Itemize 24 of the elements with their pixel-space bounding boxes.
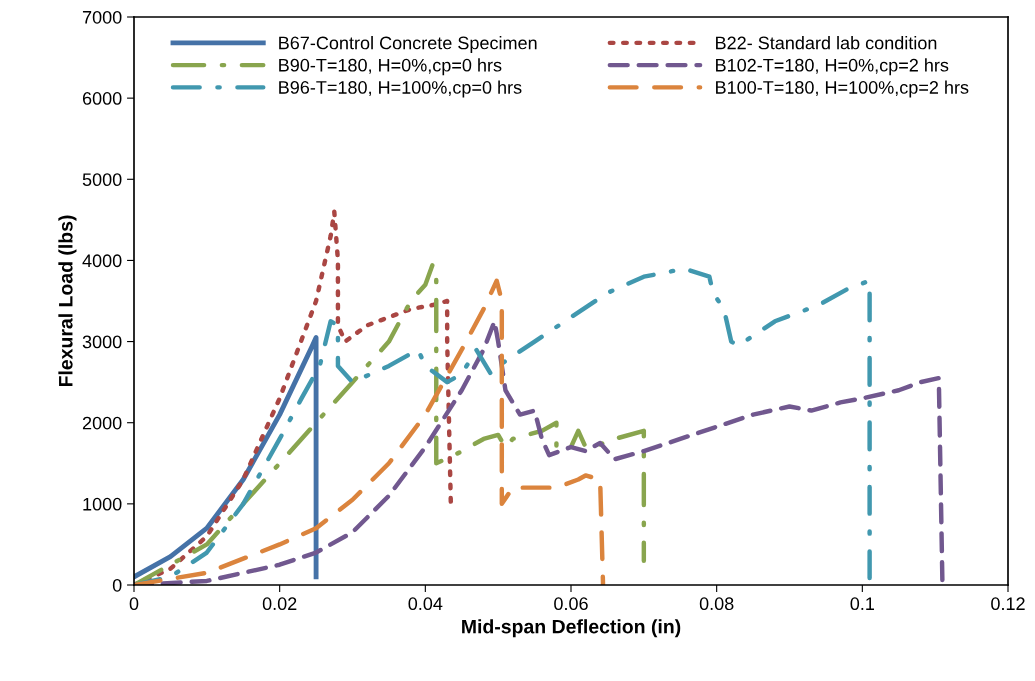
x-tick-label: 0.12 [991,597,1025,611]
legend-label: B22- Standard lab condition [716,36,937,50]
line-series [134,335,319,580]
x-tick-label: 0.04 [408,597,443,611]
x-tick-label: 0.1 [850,597,874,611]
x-tick-label: 0.02 [262,597,297,611]
y-tick-label: 4000 [82,254,122,268]
y-tick-label: 3000 [82,335,122,349]
y-tick-label: 0 [112,578,122,592]
y-tick-label: 2000 [82,416,122,430]
y-axis-title: Flexural Load (lbs) [58,215,77,387]
x-tick-label: 0.06 [554,597,588,611]
y-tick-label: 6000 [82,92,122,105]
legend-label: B67-Control Concrete Specimen [279,36,537,53]
y-tick-label: 5000 [82,173,122,187]
legend-label: B90-T=180, H=0%,cp=0 hrs [279,58,502,76]
y-tick-label: 1000 [83,497,122,511]
legend-label: B96-T=180, H=100%,cp=0 hrs [279,80,522,98]
y-tick-label: 7000 [82,10,122,24]
x-tick-label: 0 [129,597,139,611]
x-axis-title: Mid-span Deflection (in) [462,619,681,638]
legend-label: B100-T=180, H=100%,cp=2 hrs [716,80,969,98]
x-tick-label: 0.08 [699,597,734,611]
legend-label: B102-T=180, H=0%,cp=2 hrs [716,58,949,76]
